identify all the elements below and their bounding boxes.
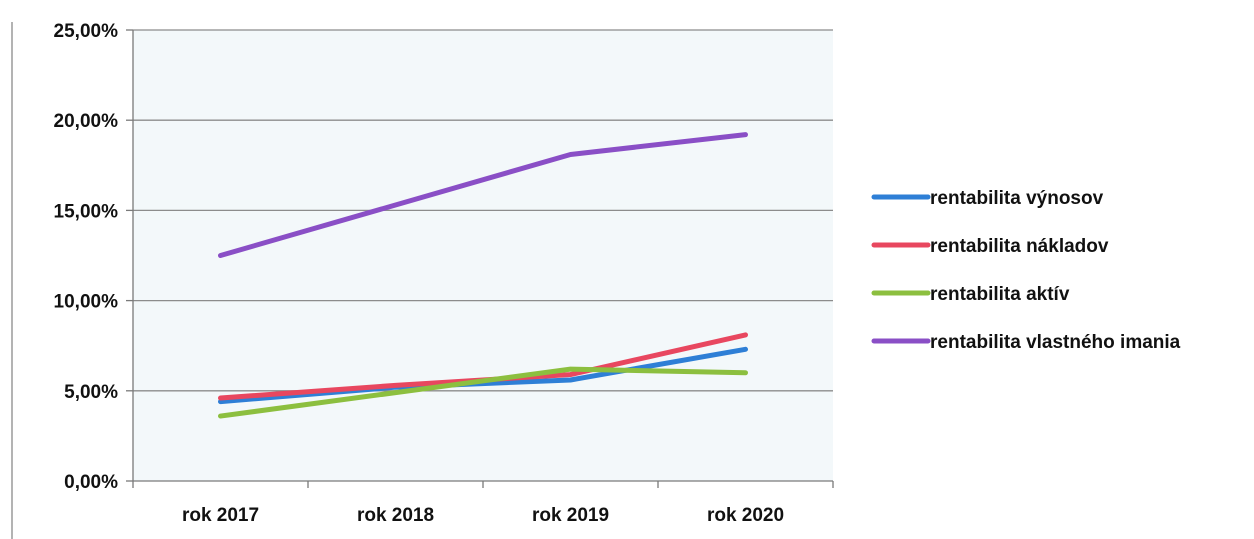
gridlines <box>133 29 833 392</box>
axes <box>126 29 834 488</box>
legend-label: rentabilita nákladov <box>930 236 1109 257</box>
x-tick-label: rok 2018 <box>357 505 434 526</box>
legend-label: rentabilita výnosov <box>930 188 1104 209</box>
legend-label: rentabilita vlastného imania <box>930 332 1181 353</box>
y-tick-label: 5,00% <box>64 382 118 403</box>
series-line <box>218 366 748 419</box>
y-tick-label: 10,00% <box>54 292 119 313</box>
series-line <box>218 132 748 258</box>
series-line <box>218 346 748 405</box>
x-tick-label: rok 2019 <box>532 505 609 526</box>
y-tick-label: 0,00% <box>64 472 118 493</box>
legend: rentabilita výnosov rentabilita nákladov r… <box>871 188 1181 353</box>
plot-area <box>133 30 833 481</box>
y-tick-label: 20,00% <box>54 111 119 132</box>
y-tick-label: 25,00% <box>54 21 119 42</box>
series-lines <box>218 132 748 419</box>
tick-labels: 0,00% 5,00% 10,00% 15,00% 20,00% 25,00% rok 20… <box>54 21 785 526</box>
legend-label: rentabilita aktív <box>930 284 1070 305</box>
y-tick-label: 15,00% <box>54 201 119 222</box>
x-tick-label: rok 2017 <box>182 505 259 526</box>
x-tick-label: rok 2020 <box>707 505 784 526</box>
